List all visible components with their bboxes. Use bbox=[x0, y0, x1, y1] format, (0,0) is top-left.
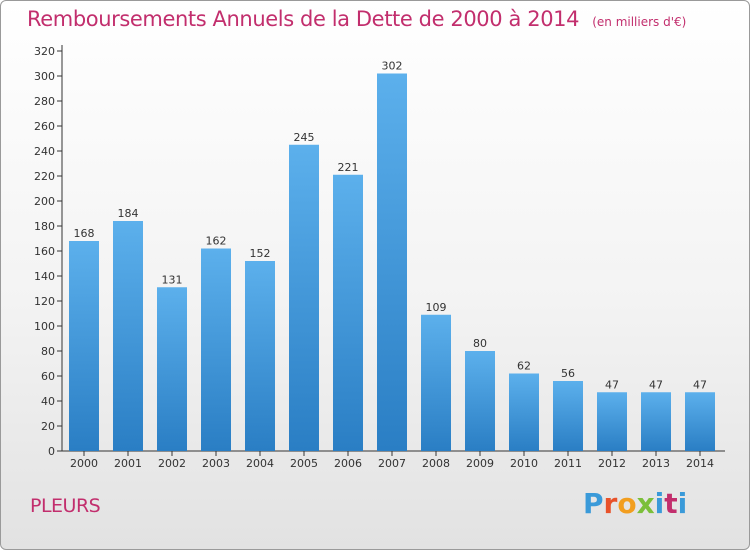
logo-letter: P bbox=[583, 487, 604, 520]
y-tick-label: 180 bbox=[34, 220, 55, 233]
bar-value-label: 302 bbox=[382, 60, 403, 73]
bar bbox=[201, 248, 231, 451]
bar bbox=[333, 174, 363, 451]
x-tick-label: 2006 bbox=[334, 457, 362, 470]
x-tick-label: 2014 bbox=[686, 457, 714, 470]
x-tick-label: 2000 bbox=[70, 457, 98, 470]
bar bbox=[641, 392, 671, 451]
x-tick-label: 2004 bbox=[246, 457, 274, 470]
y-tick-label: 240 bbox=[34, 145, 55, 158]
bar bbox=[377, 73, 407, 451]
bar bbox=[69, 241, 99, 451]
chart-title: Remboursements Annuels de la Dette de 20… bbox=[27, 7, 580, 31]
bar bbox=[553, 381, 583, 451]
y-tick-label: 100 bbox=[34, 320, 55, 333]
y-tick-label: 120 bbox=[34, 295, 55, 308]
bar bbox=[509, 373, 539, 451]
logo-letter: o bbox=[617, 487, 637, 520]
x-tick-label: 2013 bbox=[642, 457, 670, 470]
chart-subtitle: (en milliers d'€) bbox=[592, 15, 687, 29]
x-tick-label: 2009 bbox=[466, 457, 494, 470]
bar bbox=[289, 144, 319, 451]
y-tick-label: 40 bbox=[41, 395, 55, 408]
y-tick-label: 80 bbox=[41, 345, 55, 358]
y-tick-label: 60 bbox=[41, 370, 55, 383]
bar-value-label: 47 bbox=[649, 378, 663, 391]
bar-value-label: 109 bbox=[426, 301, 447, 314]
bar-value-label: 152 bbox=[250, 247, 271, 260]
logo-letter: r bbox=[603, 487, 618, 520]
bar-value-label: 62 bbox=[517, 360, 531, 373]
chart-axes: 0 20 40 60 80 100 120 140 160 180 200 220 240 260 280 3… bbox=[34, 45, 725, 470]
bar-value-label: 162 bbox=[206, 235, 227, 248]
bar-value-label: 184 bbox=[118, 207, 139, 220]
x-tick-label: 2002 bbox=[158, 457, 186, 470]
bar-value-label: 47 bbox=[605, 378, 619, 391]
y-tick-label: 280 bbox=[34, 95, 55, 108]
bar-value-label: 56 bbox=[561, 367, 575, 380]
x-tick-label: 2011 bbox=[554, 457, 582, 470]
bar bbox=[685, 392, 715, 451]
bar bbox=[245, 261, 275, 451]
bar-value-label: 168 bbox=[74, 227, 95, 240]
x-tick-label: 2001 bbox=[114, 457, 142, 470]
y-tick-label: 0 bbox=[48, 445, 55, 458]
y-tick-label: 20 bbox=[41, 420, 55, 433]
bar-value-label: 245 bbox=[294, 131, 315, 144]
bar-value-label: 80 bbox=[473, 337, 487, 350]
y-tick-label: 160 bbox=[34, 245, 55, 258]
bar bbox=[421, 314, 451, 451]
x-tick-label: 2003 bbox=[202, 457, 230, 470]
x-tick-label: 2012 bbox=[598, 457, 626, 470]
y-tick-label: 320 bbox=[34, 45, 55, 58]
bar-value-label: 47 bbox=[693, 378, 707, 391]
x-tick-label: 2010 bbox=[510, 457, 538, 470]
bar-value-label: 221 bbox=[338, 161, 359, 174]
logo-letter: i bbox=[677, 487, 688, 520]
commune-name: PLEURS bbox=[30, 495, 101, 517]
proxiti-logo: Proxiti bbox=[583, 487, 687, 520]
logo-letter: i bbox=[654, 487, 665, 520]
x-tick-label: 2007 bbox=[378, 457, 406, 470]
chart-bars: 168 184 131 162 152 245 221 302 109 80 62 56 47 47 47 bbox=[69, 60, 715, 451]
y-tick-label: 140 bbox=[34, 270, 55, 283]
x-tick-label: 2008 bbox=[422, 457, 450, 470]
bar bbox=[465, 351, 495, 451]
bar-value-label: 131 bbox=[162, 273, 183, 286]
chart-title-block: Remboursements Annuels de la Dette de 20… bbox=[27, 7, 686, 31]
bar bbox=[157, 287, 187, 451]
logo-letter: x bbox=[636, 487, 655, 520]
bar bbox=[597, 392, 627, 451]
y-tick-label: 220 bbox=[34, 170, 55, 183]
y-tick-label: 260 bbox=[34, 120, 55, 133]
bar bbox=[113, 221, 143, 451]
logo-letter: t bbox=[664, 487, 678, 520]
x-tick-label: 2005 bbox=[290, 457, 318, 470]
y-tick-label: 300 bbox=[34, 70, 55, 83]
y-tick-label: 200 bbox=[34, 195, 55, 208]
